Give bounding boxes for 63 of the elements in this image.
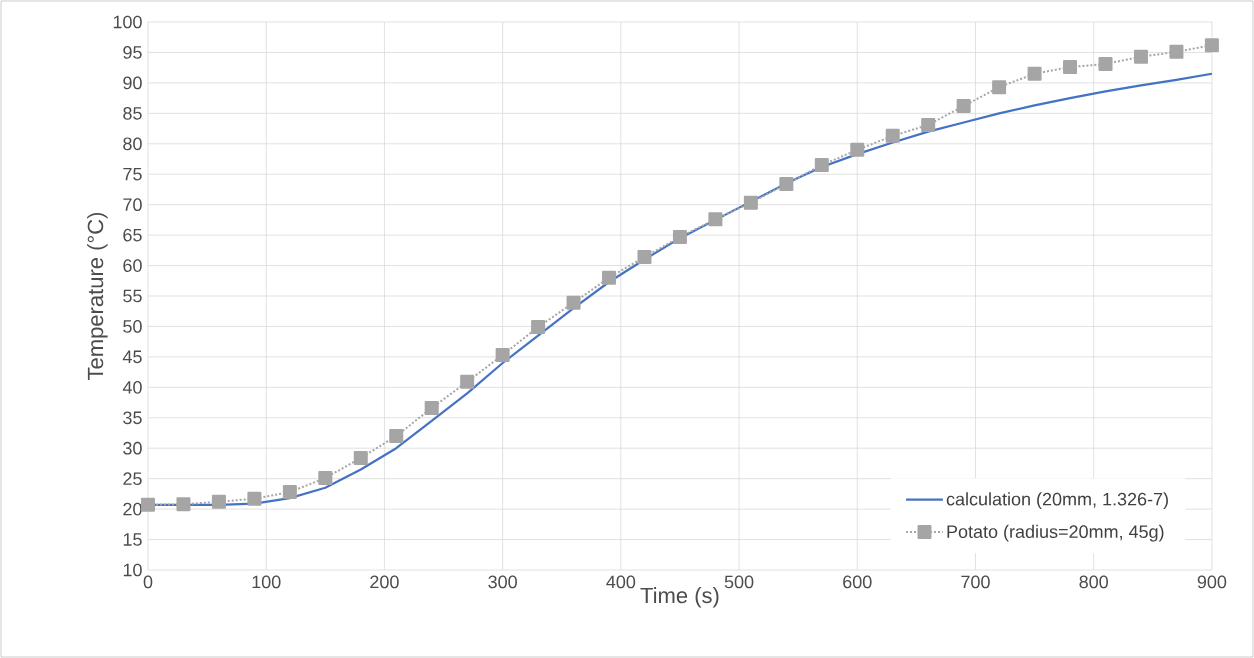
- x-tick-label: 200: [370, 575, 399, 589]
- y-tick-label: 60: [123, 259, 142, 272]
- point: [885, 128, 900, 143]
- x-tick-label: 600: [843, 575, 872, 589]
- point: [850, 142, 865, 157]
- point: [779, 176, 794, 191]
- y-tick-label: 40: [122, 380, 142, 394]
- x-tick-label: 400: [606, 575, 636, 589]
- x-tick-label: 500: [724, 575, 754, 589]
- point: [1169, 44, 1184, 59]
- y-tick-label: 100: [113, 15, 142, 29]
- point: [1063, 60, 1078, 75]
- y-tick-label: 55: [123, 289, 142, 303]
- legend-label: calculation (20mm, 1.326-7): [946, 492, 1168, 510]
- point: [1098, 57, 1113, 72]
- x-tick-label: 700: [961, 575, 990, 589]
- y-tick-label: 85: [123, 106, 142, 120]
- point: [637, 250, 652, 265]
- point: [992, 80, 1007, 95]
- x-tick-label: 0: [143, 575, 153, 589]
- y-tick-label: 50: [123, 320, 142, 333]
- x-tick-label: 100: [252, 575, 281, 589]
- y-tick-label: 45: [122, 350, 142, 364]
- point: [460, 374, 475, 389]
- point: [247, 491, 262, 506]
- y-tick-label: 25: [123, 472, 142, 486]
- point: [708, 212, 723, 227]
- point: [1133, 49, 1148, 64]
- y-tick-label: 95: [123, 46, 142, 59]
- y-tick-label: 65: [123, 228, 142, 242]
- point: [211, 494, 226, 509]
- point: [318, 471, 333, 486]
- y-tick-label: 35: [123, 411, 142, 425]
- point: [495, 348, 510, 363]
- point: [282, 485, 297, 500]
- point: [389, 429, 404, 444]
- x-tick-label: 300: [488, 575, 517, 589]
- y-tick-label: 75: [123, 167, 142, 181]
- y-tick-label: 10: [123, 563, 142, 577]
- y-tick-label: 15: [123, 533, 142, 546]
- point: [141, 497, 155, 512]
- point: [531, 320, 546, 335]
- x-axis-title: Time (s): [640, 587, 719, 608]
- point: [1204, 38, 1219, 53]
- point: [176, 497, 191, 512]
- point: [921, 117, 936, 132]
- y-tick-label: 70: [123, 198, 142, 212]
- y-tick-label: 30: [123, 441, 142, 455]
- point: [424, 401, 439, 416]
- x-tick-label: 900: [1197, 575, 1227, 589]
- point: [956, 99, 971, 114]
- y-tick-label: 80: [123, 137, 142, 151]
- point: [814, 158, 829, 173]
- legend-label: Potato (radius=20mm, 45g): [947, 524, 1164, 542]
- x-tick-label: 800: [1079, 575, 1108, 589]
- y-tick-label: 90: [123, 76, 142, 90]
- point: [672, 229, 687, 244]
- point: [1027, 66, 1042, 81]
- point: [566, 295, 581, 310]
- point: [743, 195, 758, 210]
- point: [353, 450, 368, 465]
- point: [602, 270, 617, 285]
- y-axis-title: Temperature (°C): [87, 212, 108, 380]
